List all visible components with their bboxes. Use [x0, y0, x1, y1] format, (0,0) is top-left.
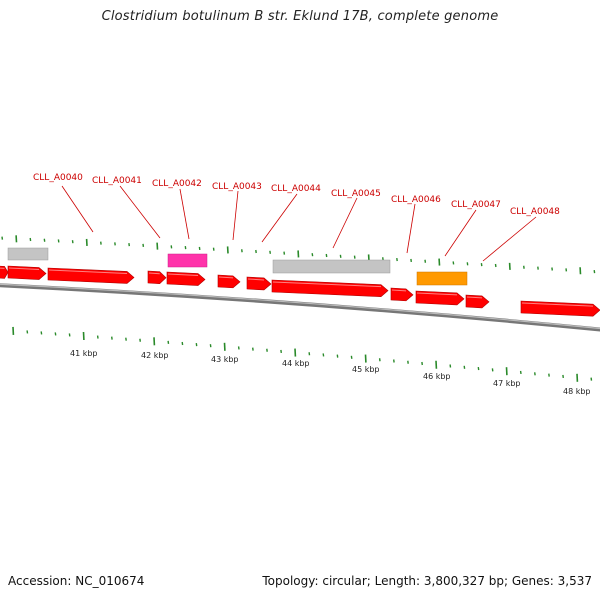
gene-label-CLL_A0040: CLL_A0040 — [33, 173, 83, 183]
genome-backbone-highlight — [0, 283, 600, 330]
genome-title: Clostridium botulinum B str. Eklund 17B,… — [101, 9, 499, 24]
cds-arrow-highlight — [272, 281, 382, 288]
cds-arrow — [271, 279, 389, 297]
cds-arrow-highlight — [416, 292, 458, 296]
cds-arrow — [246, 276, 272, 291]
cds-arrow — [0, 265, 9, 279]
cds-arrow — [47, 267, 135, 284]
gray-feature — [7, 247, 49, 261]
gene-label-CLL_A0043: CLL_A0043 — [212, 182, 262, 192]
cds-arrow-highlight — [167, 273, 199, 277]
gene-label-CLL_A0046: CLL_A0046 — [391, 195, 441, 205]
genome-backbone — [0, 283, 600, 332]
cds-arrow-highlight — [48, 269, 128, 274]
gene-labels: CLL_A0040 CLL_A0041 CLL_A0042 CLL_A0043 … — [33, 173, 560, 262]
cds-arrow — [390, 287, 414, 302]
cds-arrow — [147, 270, 167, 285]
gene-label-CLL_A0045: CLL_A0045 — [331, 189, 381, 199]
cds-arrow-highlight — [521, 302, 594, 307]
inner-tick-row — [12, 326, 593, 382]
cds-arrows — [0, 265, 600, 317]
cds-arrow — [520, 300, 600, 317]
cds-arrow-highlight — [466, 296, 483, 299]
gene-label-CLL_A0042: CLL_A0042 — [152, 179, 202, 189]
leader-line — [332, 197, 358, 249]
kbp-label-43: 43 kbp — [211, 355, 239, 364]
gray-feature-long — [272, 259, 391, 274]
cds-arrow — [465, 294, 490, 309]
cds-arrow-highlight — [148, 272, 160, 275]
kbp-label-48: 48 kbp — [563, 387, 591, 396]
cds-arrow-highlight — [8, 267, 40, 271]
cds-arrow — [217, 274, 241, 289]
leader-line — [179, 188, 190, 240]
gene-label-CLL_A0041: CLL_A0041 — [92, 176, 142, 186]
cds-arrow-highlight — [218, 276, 234, 279]
leader-line — [261, 193, 298, 243]
orange-feature — [416, 271, 468, 286]
leader-line — [61, 185, 94, 233]
leader-line — [444, 209, 477, 257]
leader-line — [232, 190, 239, 241]
leader-line — [406, 203, 416, 254]
kbp-label-47: 47 kbp — [493, 379, 521, 388]
leader-line — [482, 216, 537, 262]
gene-label-CLL_A0048: CLL_A0048 — [510, 207, 560, 217]
cds-arrow-highlight — [247, 278, 265, 281]
pink-feature — [167, 253, 208, 268]
kbp-label-44: 44 kbp — [282, 359, 310, 368]
cds-arrow-highlight — [391, 289, 407, 292]
kbp-label-46: 46 kbp — [423, 372, 451, 381]
leader-line — [119, 185, 161, 239]
kbp-label-42: 42 kbp — [141, 351, 169, 360]
accession-text: Accession: NC_010674 — [8, 574, 145, 588]
kbp-label-41: 41 kbp — [70, 349, 98, 358]
genome-summary-text: Topology: circular; Length: 3,800,327 bp… — [262, 574, 592, 588]
kbp-label-45: 45 kbp — [352, 365, 380, 374]
gene-label-CLL_A0047: CLL_A0047 — [451, 200, 501, 210]
kbp-labels: 41 kbp 42 kbp 43 kbp 44 kbp 45 kbp 46 kb… — [70, 349, 591, 396]
gene-label-CLL_A0044: CLL_A0044 — [271, 184, 321, 194]
